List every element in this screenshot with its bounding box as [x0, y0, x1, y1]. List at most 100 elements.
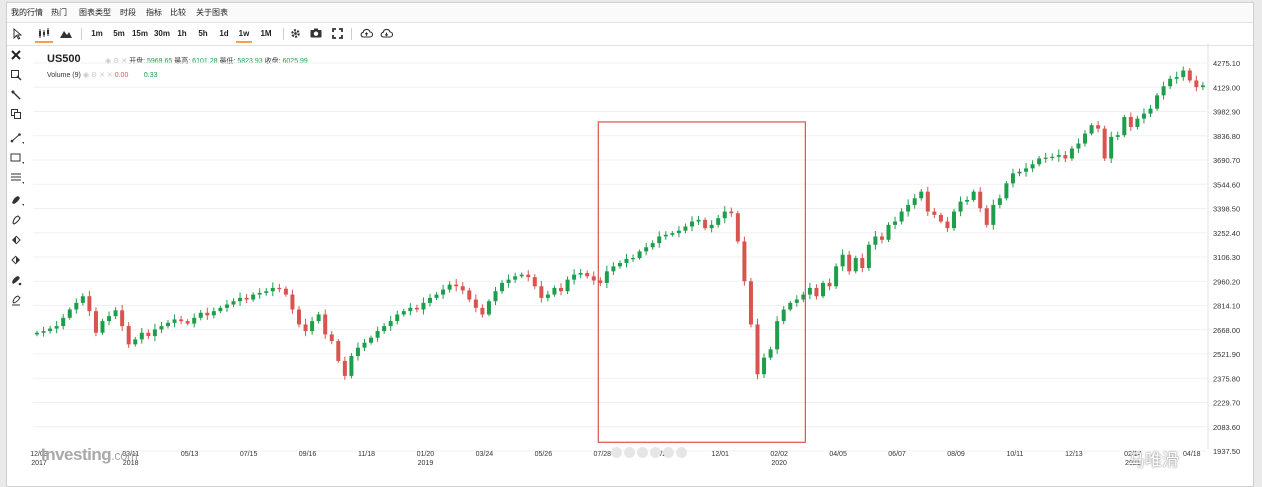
candle-body	[388, 321, 393, 327]
candle	[107, 311, 112, 326]
candle-body	[1141, 113, 1146, 119]
x-tick-label: 12/03	[30, 451, 48, 458]
reset-control[interactable]	[663, 447, 674, 458]
fibonacci-tool[interactable]	[10, 172, 24, 186]
candle-body	[1024, 168, 1029, 172]
menu-my-quotes[interactable]: 我的行情	[11, 8, 43, 17]
candle	[1076, 138, 1081, 153]
highlight-rectangle[interactable]	[597, 121, 806, 443]
area-type-button[interactable]	[59, 27, 73, 41]
interval-1M[interactable]: 1M	[260, 29, 272, 38]
price-chart[interactable]: 4275.10 4129.00 3982.90 3836.80 3690.70 3544.…	[7, 3, 1253, 486]
candle-body	[847, 254, 852, 272]
interval-1d[interactable]: 1d	[219, 29, 229, 38]
candle	[257, 288, 262, 299]
candle	[670, 230, 675, 237]
candle-body	[192, 317, 197, 324]
candle	[847, 250, 852, 275]
candlestick-icon	[39, 28, 49, 38]
candle-body	[1017, 171, 1022, 174]
legend-controls-icon[interactable]: ◉ ⚙ ✕	[105, 58, 128, 65]
candle	[67, 307, 72, 320]
interval-5m[interactable]: 5m	[113, 29, 125, 38]
interval-1h[interactable]: 1h	[177, 29, 187, 38]
menu-about-chart[interactable]: 关于图表	[196, 8, 228, 17]
candle-body	[578, 272, 583, 275]
menu-timeframe[interactable]: 时段	[120, 8, 136, 17]
load-cloud-button[interactable]	[379, 27, 393, 41]
menu-popular[interactable]: 热门	[51, 8, 67, 17]
candle-body	[676, 230, 681, 234]
magnet-tool[interactable]	[10, 234, 24, 248]
brush-tool[interactable]	[10, 194, 24, 208]
gear-icon	[290, 29, 300, 38]
trendline-tool[interactable]	[10, 132, 24, 146]
candle	[1181, 66, 1186, 81]
candle	[355, 342, 360, 361]
candle	[1194, 75, 1199, 92]
jump-latest-control[interactable]	[676, 447, 687, 458]
settings-button[interactable]	[288, 27, 302, 41]
interval-15m[interactable]: 15m	[131, 29, 148, 38]
candle	[644, 242, 649, 256]
interval-1m[interactable]: 1m	[91, 29, 103, 38]
candle	[696, 216, 701, 225]
volume-readout: Volume (9) ◉ ⚙ ✕ ✕ 0.00 0.33	[47, 71, 158, 79]
interval-1w[interactable]: 1w	[236, 27, 252, 43]
hide-drawings-tool[interactable]	[10, 274, 24, 288]
candle-body	[460, 286, 465, 291]
candle	[997, 194, 1002, 209]
candle	[532, 274, 537, 289]
measure-tool[interactable]	[10, 89, 24, 103]
candle-body	[938, 214, 943, 222]
candle-body	[821, 282, 825, 297]
scroll-left-control[interactable]	[637, 447, 648, 458]
lock-tool[interactable]	[10, 254, 24, 268]
volume-controls-icon[interactable]: ◉ ⚙ ✕ ✕	[82, 72, 113, 79]
y-tick-label: 4129.00	[1213, 83, 1240, 92]
cloud-download-icon	[380, 28, 393, 38]
candle	[434, 292, 439, 301]
candle-body	[185, 321, 190, 324]
fullscreen-button[interactable]	[330, 27, 344, 41]
zoom-in-control[interactable]	[624, 447, 635, 458]
scroll-right-control[interactable]	[650, 447, 661, 458]
remove-drawings-tool[interactable]	[10, 294, 24, 308]
candle-body	[323, 314, 328, 335]
candle-body	[251, 294, 256, 300]
menu-indicators[interactable]: 指标	[146, 8, 162, 17]
interval-30m[interactable]: 30m	[153, 29, 170, 38]
candle	[559, 283, 563, 296]
y-tick-label: 3836.80	[1213, 132, 1240, 141]
candle	[460, 282, 465, 295]
menu-chart-type[interactable]: 图表类型	[79, 8, 111, 17]
candle	[650, 240, 655, 250]
interval-5h[interactable]: 5h	[198, 29, 208, 38]
zoom-tool[interactable]	[10, 69, 24, 83]
candle-body	[454, 284, 459, 287]
candle-body	[447, 284, 452, 290]
candle	[611, 262, 616, 276]
candle-body	[401, 311, 406, 315]
zoom-out-control[interactable]	[611, 447, 622, 458]
save-cloud-button[interactable]	[359, 27, 373, 41]
candle-body	[748, 281, 753, 325]
menu-compare[interactable]: 比较	[170, 8, 186, 17]
candle	[172, 314, 177, 328]
candlestick-type-button[interactable]	[35, 27, 53, 43]
x-tick-label: 03/24	[476, 451, 494, 458]
text-tool[interactable]	[10, 214, 24, 228]
candle	[637, 249, 642, 260]
rectangle-tool[interactable]	[10, 152, 24, 166]
candle-body	[264, 291, 269, 293]
candle-body	[506, 279, 511, 283]
symbol-name: US500	[47, 53, 81, 65]
crosshair-tool[interactable]	[10, 49, 24, 63]
cursor-tool-button[interactable]	[11, 27, 23, 41]
copy-tool[interactable]	[10, 108, 24, 122]
candle-body	[428, 297, 432, 303]
candle	[604, 265, 609, 289]
snapshot-button[interactable]	[309, 27, 323, 41]
y-tick-label: 4275.10	[1213, 59, 1240, 68]
candle-body	[257, 292, 262, 295]
